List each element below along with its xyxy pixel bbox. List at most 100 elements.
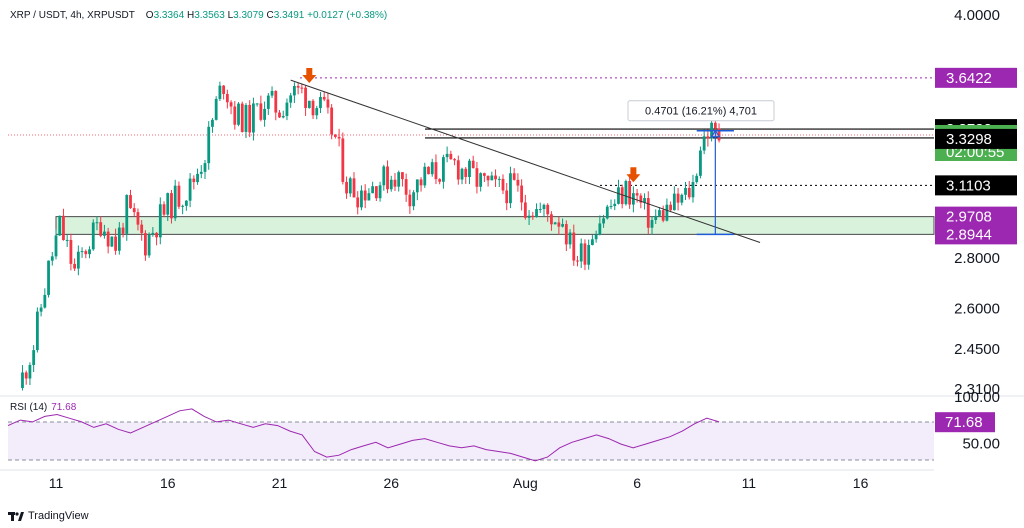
time-tick-label: 26 [383,475,399,491]
candle-body [140,224,144,234]
candle-body [76,251,80,269]
candle-body [24,372,28,379]
price-axis[interactable]: 4.0000 2.8000 2.6000 2.4500 2.3100 [954,7,1000,398]
time-tick-label: 16 [160,475,176,491]
price-badge [935,175,1017,196]
candle-body [50,256,54,261]
candle-body [598,223,602,235]
candle-body [39,307,43,312]
candle-body [654,215,658,221]
candle-body [129,195,132,209]
candle-body [505,190,509,204]
candle-body [646,198,650,228]
candle-body [408,194,412,207]
candle-body [69,239,73,264]
candle-body [702,136,706,151]
candle-body [103,231,106,236]
candle-body [73,263,77,269]
time-axis[interactable]: 11 16 21 26 Aug 6 11 16 [49,475,869,491]
price-badge-label: 2.9708 [946,209,992,226]
time-tick-label: 11 [742,475,757,491]
candle-body [91,222,95,250]
candle-body [319,96,322,109]
candle-body [199,171,203,174]
measure-arrowhead [710,129,721,138]
candle-body [501,178,505,191]
downtrend-line[interactable] [290,79,761,243]
candle-body [412,192,415,207]
time-tick-label: 11 [49,475,64,491]
down-arrow-icon [626,167,641,183]
candle-body [449,153,453,160]
candle-body [717,128,721,141]
candle-body [442,157,445,182]
candle-body [371,186,375,194]
price-badges: 3.64223.37823.349102:00:553.32983.11032.… [935,67,1017,245]
candle-body [315,108,319,116]
candle-body [468,160,471,177]
candle-body [695,175,699,183]
candle-body [605,206,609,219]
brand-name: TradingView [28,510,89,522]
candle-body [669,204,673,211]
candle-body [486,175,490,181]
candle-body [672,193,676,211]
rsi-badge [935,412,995,433]
time-tick-label: Aug [513,475,538,491]
high-label: H [186,10,195,21]
candle-body [471,160,475,169]
candle-body [602,218,605,224]
candle-body [170,193,173,219]
open-value: 3.3364 [153,10,185,21]
candle-body [389,179,393,190]
candle-body [520,185,524,203]
candle-body [43,294,47,308]
rsi-tick-label: 100.00 [954,389,1000,406]
footer-brand[interactable]: TradingView [8,510,89,522]
candle-body [322,96,326,100]
candle-body [184,200,188,206]
candle-body [360,190,363,208]
candle-body [374,186,378,199]
rsi-badge-label: 71.68 [945,414,983,431]
candle-body [438,179,442,182]
candle-body [691,182,695,198]
candle-body [367,193,371,201]
candle-body [456,160,460,180]
candle-body [54,235,58,257]
candle-body [229,102,233,107]
support-zone[interactable] [55,216,935,235]
price-badge-label: 3.3298 [946,131,992,148]
candle-body [28,365,32,379]
candle-body [117,227,121,251]
candle-body [32,350,36,366]
candle-body [214,98,218,120]
change-value: +0.0127 (+0.38%) [307,10,388,21]
candle-body [479,173,483,187]
candle-body [237,103,240,125]
candle-body [158,204,162,238]
rsi-band [8,422,934,460]
measure-tool[interactable]: 0.4701 (16.21%) 4,701 [627,100,775,236]
candle-body [460,168,464,180]
candle-body [333,134,337,137]
candle-body [211,119,214,127]
candle-body [401,172,404,180]
candle-body [244,104,248,132]
candle-body [311,100,315,116]
candle-body [151,232,155,235]
candle-body [684,187,687,195]
candle-body [263,108,266,120]
candle-body [687,187,691,198]
candle-body [166,193,170,215]
candle-body [222,85,226,94]
arrow-markers [302,67,641,183]
close-value: 3.3491 [273,10,305,21]
candle-body [136,212,140,225]
candle-body [278,112,281,118]
candle-body [337,136,341,139]
candle-body [643,198,646,203]
candle-body [535,209,538,218]
candle-body [281,115,285,118]
